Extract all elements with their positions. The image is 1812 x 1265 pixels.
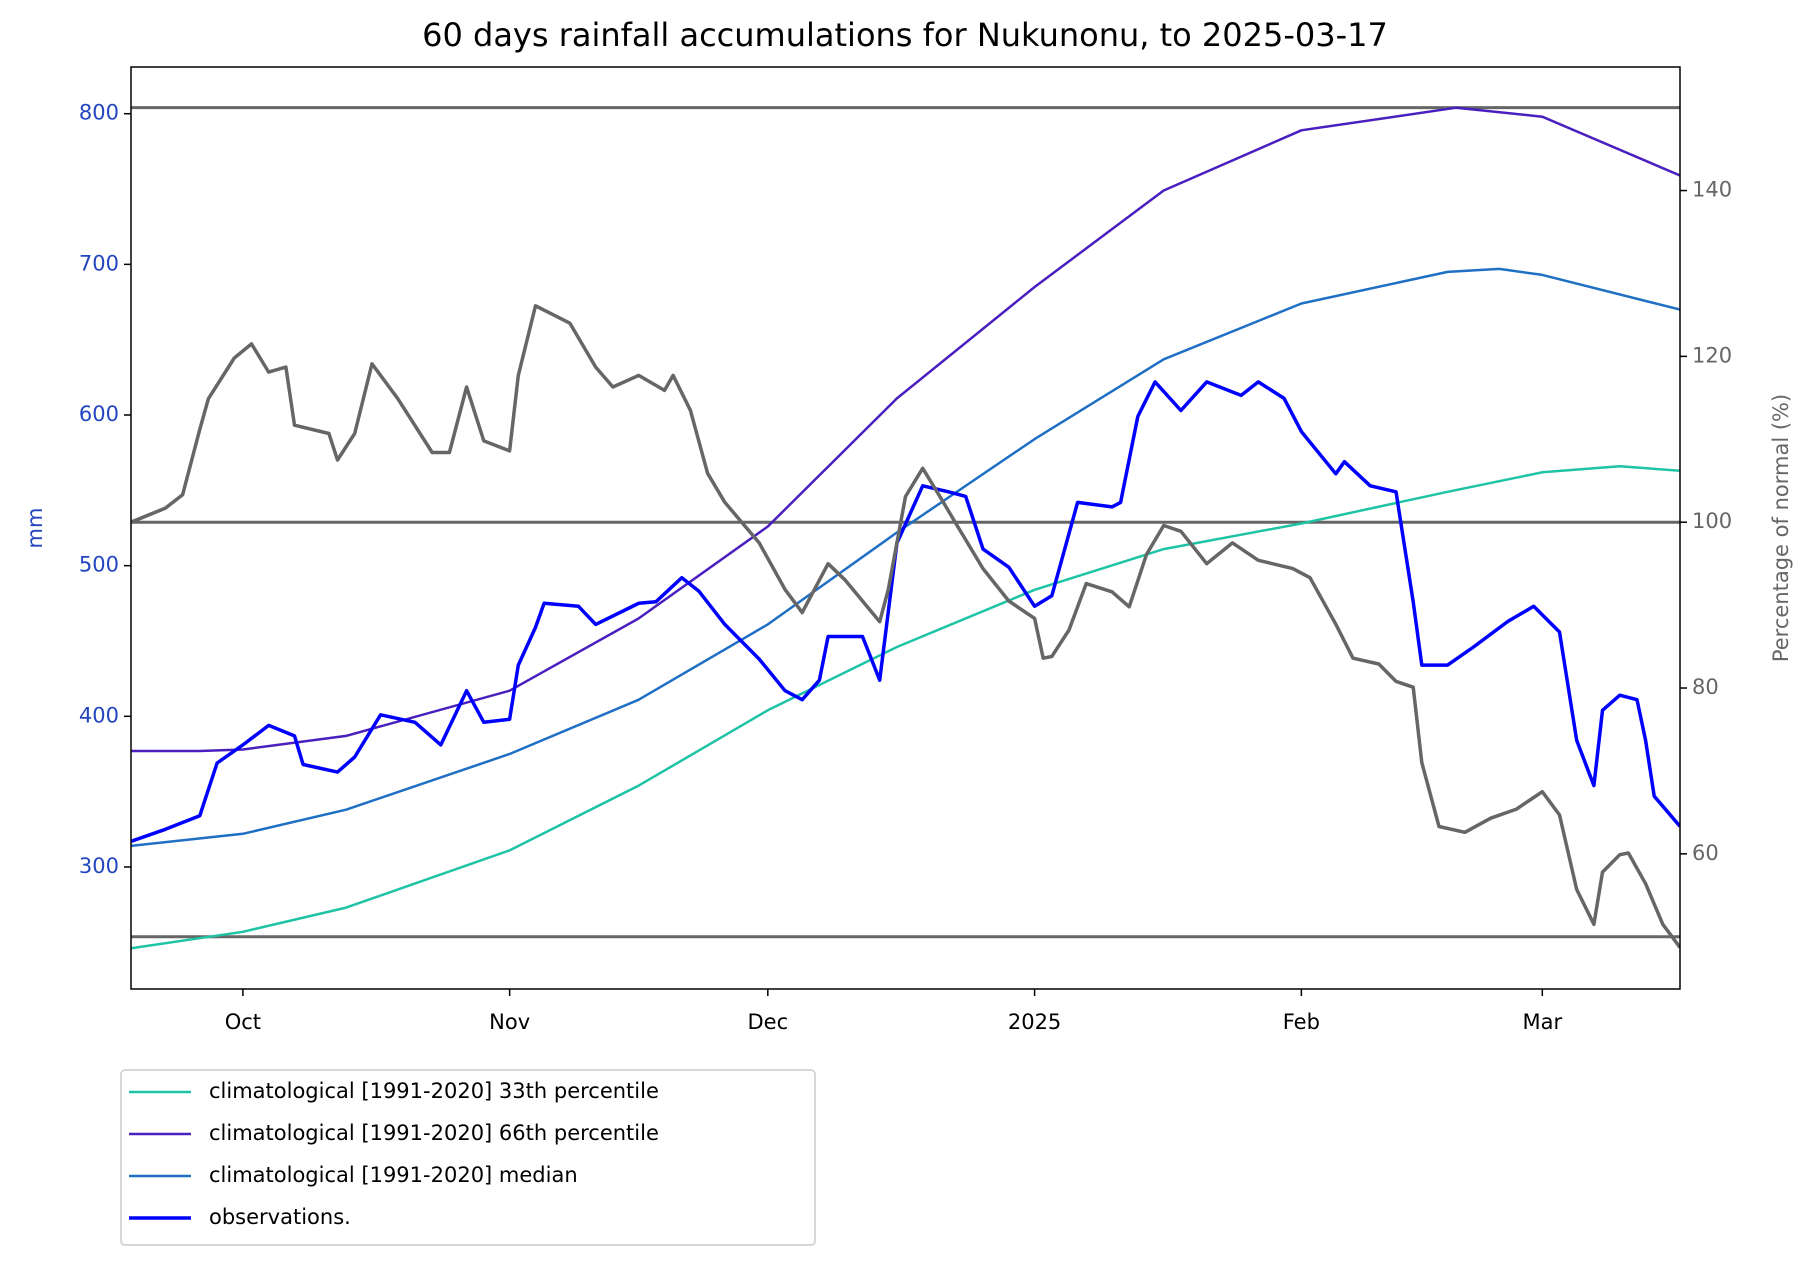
legend-label: climatological [1991-2020] 33th percenti…	[209, 1079, 659, 1103]
plot-frame	[130, 66, 1681, 990]
y-tick-label: 600	[79, 402, 119, 426]
y2-tick-label: 80	[1692, 675, 1719, 699]
y-tick-label: 400	[79, 703, 119, 727]
x-tick-label: Oct	[225, 1010, 261, 1034]
y-tick-label: 700	[79, 251, 119, 275]
chart-title: 60 days rainfall accumulations for Nukun…	[422, 16, 1388, 54]
y2-tick-label: 120	[1692, 343, 1732, 367]
y2-tick-label: 60	[1692, 841, 1719, 865]
legend-box	[120, 1069, 816, 1246]
y2-tick-label: 100	[1692, 509, 1732, 533]
y-axis-label: mm	[23, 508, 47, 549]
x-tick-label: Dec	[747, 1010, 788, 1034]
y-tick-label: 300	[79, 854, 119, 878]
series-line	[131, 106, 1680, 753]
legend-label: observations.	[209, 1205, 351, 1229]
x-tick-label: Feb	[1283, 1010, 1320, 1034]
x-tick-label: 2025	[1008, 1010, 1061, 1034]
series-line	[131, 267, 1680, 848]
y2-tick-label: 140	[1692, 178, 1732, 202]
x-tick-label: Nov	[489, 1010, 530, 1034]
series-line	[131, 304, 1680, 949]
y-tick-label: 800	[79, 101, 119, 125]
x-tick-label: Mar	[1522, 1010, 1562, 1034]
series-line	[131, 380, 1680, 844]
legend-label: climatological [1991-2020] median	[209, 1163, 578, 1187]
y2-axis-label: Percentage of normal (%)	[1769, 394, 1793, 662]
series-line	[131, 464, 1680, 950]
y-tick-label: 500	[79, 553, 119, 577]
legend-label: climatological [1991-2020] 66th percenti…	[209, 1121, 659, 1145]
